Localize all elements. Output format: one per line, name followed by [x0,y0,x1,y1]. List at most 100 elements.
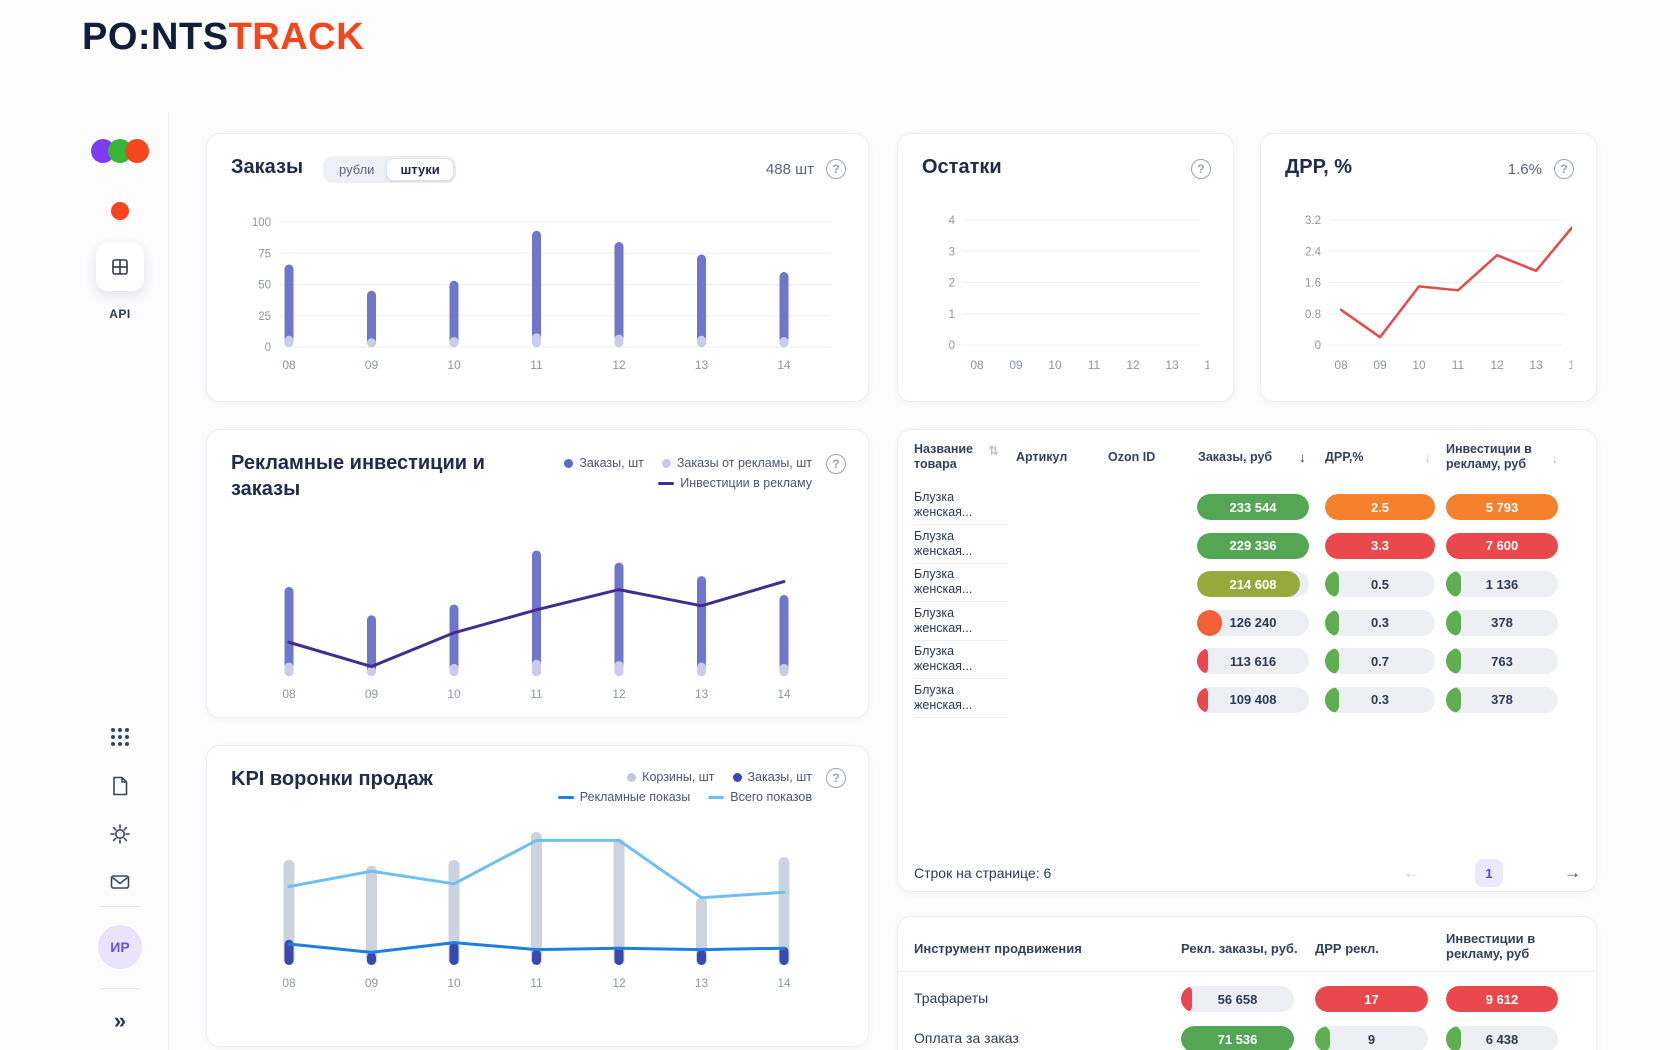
product-name: Блузка женская... [914,644,1008,680]
column-label-promo-invest: Инвестиции в рекламу, руб [1446,931,1536,961]
help-icon[interactable]: ? [826,454,846,474]
promo-table-body: Трафареты 56 658 17 9 612 Оплата за заказ 71 … [898,979,1596,1050]
svg-text:11: 11 [530,687,543,701]
promo-orders-pill: 56 658 [1181,986,1294,1012]
pill-value: 56 658 [1217,991,1258,1007]
orders-value-pill: 233 544 [1197,494,1309,520]
column-label-orders: Заказы, руб [1198,450,1273,464]
pill-value: 9 [1367,1031,1376,1047]
sidebar-collapse-button[interactable]: » [113,1008,127,1033]
pill-fill [1197,609,1222,636]
notification-dot[interactable] [111,202,129,220]
legend-item: Рекламные показы [557,790,690,804]
orders-bar-chart: 0 25 50 75 100 08 09 10 11 12 13 14 [231,216,844,381]
help-icon[interactable]: ? [826,768,846,788]
help-icon[interactable]: ? [826,159,846,179]
column-header-sku[interactable]: Артикул [1016,450,1067,465]
pill-value: 378 [1491,692,1513,708]
pill-fill [1446,609,1461,636]
mail-icon[interactable] [109,871,131,893]
svg-text:09: 09 [365,687,379,701]
apps-grid-icon[interactable] [109,726,131,748]
orders-card-title: Заказы [231,156,304,178]
pill-fill [1446,494,1558,520]
pill-fill [1325,571,1340,598]
sort-icon[interactable]: ↓ [1551,451,1559,466]
drr-line-chart: 0 0.8 1.6 2.4 3.2 08 09 10 11 12 13 14 [1285,214,1582,379]
svg-text:08: 08 [282,358,296,372]
kpi-bar-line-chart: 08 09 10 11 12 13 14 [231,810,844,1005]
next-page-arrow[interactable]: → [1564,863,1581,882]
pill-fill [1325,648,1340,675]
svg-text:08: 08 [282,976,296,990]
column-header-drr[interactable]: ДРР,% ↓ [1325,450,1431,465]
pill-value: 17 [1364,991,1379,1007]
column-label-promo-orders: Рекл. заказы, руб. [1181,941,1298,956]
column-label-invest: Инвестиции в рекламу, руб [1446,442,1532,471]
unit-toggle: рубли штуки [323,156,456,183]
svg-text:12: 12 [1126,358,1140,372]
promo-row[interactable]: Оплата за заказ 71 536 9 6 438 [898,1019,1596,1050]
toggle-option-pieces[interactable]: штуки [387,159,453,180]
orders-value-pill: 109 408 [1197,686,1309,713]
column-header-ozon-id[interactable]: Ozon ID [1108,450,1155,465]
pill-fill [1325,532,1435,559]
prev-page-arrow[interactable]: ← [1403,863,1420,882]
pill-fill [1181,1026,1294,1050]
pill-value: 109 408 [1229,692,1277,708]
product-row[interactable]: Блузка женская... 113 616 0.7 763 [898,642,1596,681]
sidebar-separator [100,988,140,989]
product-row[interactable]: Блузка женская... 126 240 0.3 378 [898,604,1596,643]
sort-icon[interactable]: ⇅ [988,443,999,458]
drr-card-title: ДРР, % [1285,156,1353,178]
workspace-dots[interactable] [91,139,149,163]
avatar[interactable]: ИР [98,925,142,969]
svg-text:08: 08 [970,358,984,372]
promo-invest-pill: 9 612 [1446,986,1558,1012]
adv-chart-legend: Заказы, шт Заказы от рекламы, шт Инвестици… [564,456,812,490]
stock-card-title: Остатки [922,156,1002,178]
pill-value: 71 536 [1217,1031,1258,1047]
product-row[interactable]: Блузка женская... 109 408 0.3 378 [898,681,1596,720]
toggle-option-rubles[interactable]: рубли [339,162,375,177]
current-page[interactable]: 1 [1475,859,1503,887]
pill-fill [1446,1026,1461,1050]
svg-text:14: 14 [1204,358,1209,372]
help-icon[interactable]: ? [1191,159,1211,179]
pill-fill [1197,571,1301,598]
product-row[interactable]: Блузка женская... 214 608 0.5 1 136 [898,565,1596,604]
dashboard-grid-button[interactable] [96,243,144,291]
app-logo: PO:NTSTRACK [82,16,364,59]
sidebar-item-api[interactable]: API [109,307,131,321]
drr-card: ДРР, % 1.6% ? 0 0.8 1.6 2.4 3.2 08 09 10 11 12 13 1… [1260,133,1597,402]
column-header-invest[interactable]: Инвестиции в рекламу, руб ↓ [1446,442,1558,472]
column-header-name[interactable]: Название товара ⇅ [914,442,1010,472]
column-label-drr: ДРР,% [1325,450,1364,464]
orders-total: 488 шт [765,161,814,178]
invest-value-pill: 763 [1446,648,1558,675]
pill-value: 0.3 [1370,615,1390,631]
help-icon[interactable]: ? [1554,159,1574,179]
sort-icon[interactable]: ↓ [1424,450,1432,465]
legend-dot-swatch [732,772,742,782]
product-row[interactable]: Блузка женская... 229 336 3.3 7 600 [898,527,1596,566]
promo-table-card: Инструмент продвижения Рекл. заказы, руб… [897,916,1597,1050]
promo-orders-pill: 71 536 [1181,1026,1294,1050]
svg-text:75: 75 [258,248,271,260]
svg-text:13: 13 [695,687,709,701]
pill-value: 233 544 [1229,499,1277,515]
product-row[interactable]: Блузка женская... 233 544 2.5 5 793 [898,488,1596,527]
column-label-tool: Инструмент продвижения [914,941,1082,956]
gear-icon[interactable] [109,823,131,845]
column-header-orders[interactable]: Заказы, руб ↓ [1198,450,1306,465]
svg-text:08: 08 [282,687,296,701]
promo-row[interactable]: Трафареты 56 658 17 9 612 [898,979,1596,1019]
pill-fill [1325,686,1340,713]
sort-icon-active[interactable]: ↓ [1299,449,1306,465]
svg-text:14: 14 [1568,358,1572,372]
document-icon[interactable] [109,775,131,797]
svg-text:09: 09 [1009,358,1023,372]
pill-value: 3.3 [1370,538,1390,554]
orders-card: Заказы рубли штуки 488 шт ? 0 25 50 75 100 08… [206,133,869,402]
